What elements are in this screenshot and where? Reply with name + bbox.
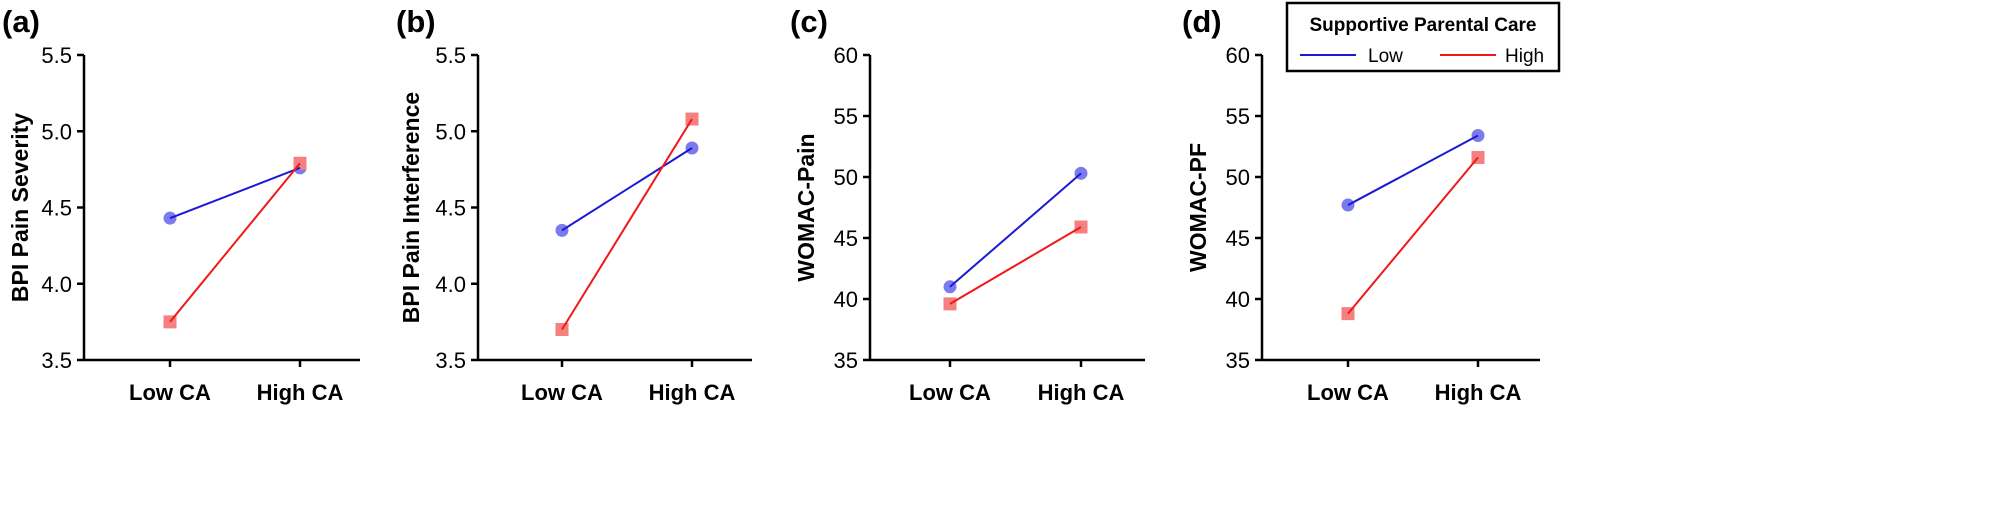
legend: Supportive Parental Care Low High — [1285, 1, 1561, 73]
y-tick-label: 60 — [1226, 43, 1250, 68]
y-tick-label: 4.0 — [41, 272, 72, 297]
y-tick-label: 45 — [1226, 226, 1250, 251]
y-tick-label: 50 — [834, 165, 858, 190]
y-tick-label: 4.5 — [435, 196, 466, 221]
series-line-low — [949, 172, 1082, 288]
panel-label: (a) — [2, 4, 40, 39]
panel-2: (b) 3.5 4.0 4.5 5.0 5.5 Low CA High CA BPI Pain … — [396, 4, 752, 405]
panels: (a) 3.5 4.0 4.5 5.0 5.5 Low CA High CA BPI Pain … — [2, 4, 1540, 405]
panel-label: (c) — [790, 4, 828, 39]
y-tick-label: 50 — [1226, 165, 1250, 190]
y-tick-label: 55 — [1226, 104, 1250, 129]
y-axis-title: WOMAC-PF — [1185, 143, 1211, 272]
legend-label-high: High — [1505, 46, 1544, 67]
x-tick-label: Low CA — [129, 380, 211, 405]
y-tick-label: 45 — [834, 226, 858, 251]
x-tick-label: High CA — [1435, 380, 1522, 405]
y-tick-label: 60 — [834, 43, 858, 68]
panel-3: (c) 35 40 45 50 55 60 Low CA High CA WOMAC-Pain — [790, 4, 1145, 405]
legend-box — [1285, 1, 1561, 73]
y-tick-label: 4.0 — [435, 272, 466, 297]
series-line-low — [169, 166, 301, 220]
panel-label: (b) — [396, 4, 436, 39]
y-axis-title: BPI Pain Severity — [7, 113, 33, 302]
y-axis-title: WOMAC-Pain — [793, 133, 819, 281]
x-tick-label: High CA — [257, 380, 344, 405]
y-tick-label: 5.0 — [435, 119, 466, 144]
x-tick-label: High CA — [1038, 380, 1125, 405]
y-tick-label: 5.5 — [41, 43, 72, 68]
y-tick-label: 55 — [834, 104, 858, 129]
series-line-high — [1347, 156, 1479, 315]
legend-label-low: Low — [1368, 46, 1403, 67]
y-axis-title: BPI Pain Interference — [398, 92, 424, 323]
panel-1: (a) 3.5 4.0 4.5 5.0 5.5 Low CA High CA BPI Pain … — [2, 4, 360, 405]
y-tick-label: 40 — [1226, 287, 1250, 312]
y-tick-label: 35 — [834, 348, 858, 373]
series-line-high — [561, 118, 693, 331]
y-tick-label: 3.5 — [435, 348, 466, 373]
series-line-high — [169, 162, 301, 323]
y-tick-label: 5.0 — [41, 119, 72, 144]
panel-label: (d) — [1182, 4, 1222, 39]
legend-title: Supportive Parental Care — [1309, 15, 1536, 36]
x-tick-label: Low CA — [521, 380, 603, 405]
y-tick-label: 40 — [834, 287, 858, 312]
y-tick-label: 4.5 — [41, 196, 72, 221]
y-tick-label: 3.5 — [41, 348, 72, 373]
panel-4: (d) 35 40 45 50 55 60 Low CA High CA WOMAC-PF — [1182, 4, 1540, 405]
series-line-low — [561, 147, 693, 232]
series-line-low — [1347, 134, 1479, 206]
series-line-high — [949, 226, 1082, 305]
y-tick-label: 35 — [1226, 348, 1250, 373]
y-tick-label: 5.5 — [435, 43, 466, 68]
x-tick-label: Low CA — [1307, 380, 1389, 405]
x-tick-label: High CA — [649, 380, 736, 405]
x-tick-label: Low CA — [909, 380, 991, 405]
